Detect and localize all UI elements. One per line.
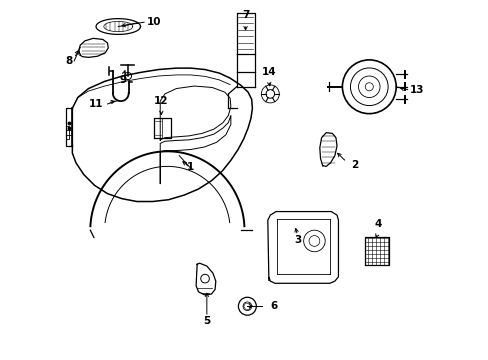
Bar [65,126,69,139]
Text: 10: 10 [147,17,161,27]
Text: 3: 3 [293,235,301,245]
Text: 2: 2 [351,160,358,170]
Text: 13: 13 [409,85,424,95]
Text: 7: 7 [242,10,249,21]
Text: 4: 4 [373,220,381,229]
Text: 11: 11 [88,99,102,109]
Text: 9: 9 [120,75,126,85]
Text: 14: 14 [261,67,276,77]
Text: 5: 5 [203,316,210,325]
Text: 1: 1 [186,162,193,172]
Text: 8: 8 [66,56,73,66]
Text: 6: 6 [270,301,277,311]
Text: 12: 12 [154,96,168,107]
